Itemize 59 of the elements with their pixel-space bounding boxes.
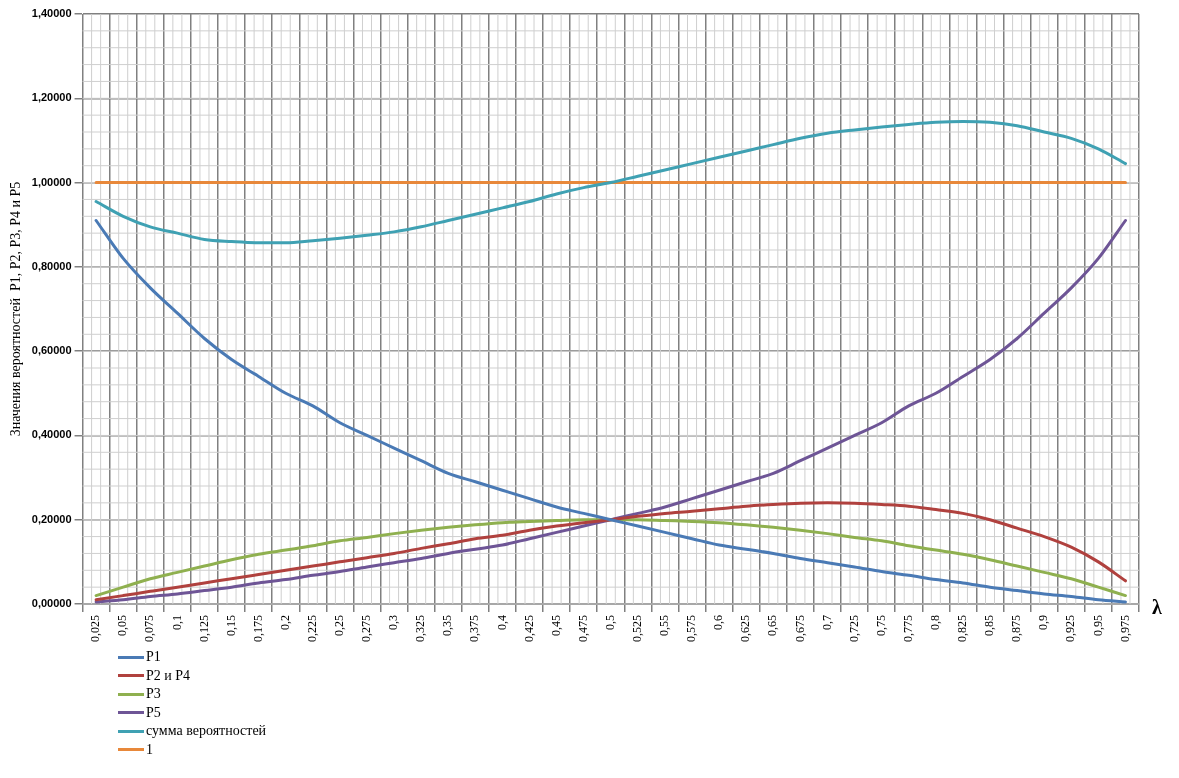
x-tick-label: 0,25 [332, 615, 347, 636]
x-tick-label: 0,05 [115, 615, 130, 636]
x-tick-label: 0,475 [575, 615, 590, 642]
x-tick-label: 0,1 [169, 615, 184, 630]
y-tick-label: 0,80000 [31, 259, 72, 272]
y-tick-label: 1,20000 [31, 91, 72, 104]
x-tick-label: 0,675 [792, 615, 807, 642]
line-series [94, 219, 1127, 604]
x-tick-label: 0,775 [900, 615, 915, 642]
y-tick-label: 1,00000 [31, 175, 72, 188]
x-tick-label: 0,425 [521, 615, 536, 642]
x-tick-label: 0,125 [196, 615, 211, 642]
line-series [94, 501, 1127, 602]
y-axis-title: Значения вероятностей P1, P2, P3, P4 и P5 [8, 181, 24, 437]
x-tick-label: 0,55 [657, 615, 672, 636]
x-tick-label: 0,6 [711, 615, 726, 630]
x-tick-label: 0,45 [548, 615, 563, 636]
legend-label: сумма вероятностей [146, 722, 267, 740]
x-tick-label: 0,9 [1036, 615, 1051, 630]
y-tick-label: 0,00000 [31, 597, 72, 610]
x-tick-label: 0,15 [223, 615, 238, 636]
legend-label: 1 [146, 740, 153, 759]
x-tick-label: 0,225 [304, 615, 319, 642]
y-tick-label: 0,20000 [31, 512, 72, 525]
x-tick-label: 0,875 [1009, 615, 1024, 642]
x-tick-label: 0,3 [386, 615, 401, 630]
x-tick-label: 0,35 [440, 615, 455, 636]
x-tick-label: 0,8 [928, 615, 942, 630]
x-tick-label: 0,325 [413, 615, 428, 642]
x-tick-label: 0,275 [359, 615, 374, 642]
y-tick-label: 0,60000 [31, 344, 72, 357]
x-tick-label: 0,2 [277, 615, 292, 630]
x-tick-label: 0,825 [955, 615, 970, 642]
x-tick-label: 0,075 [142, 615, 157, 642]
x-tick-label: 0,725 [846, 615, 861, 642]
x-tick-label: 0,95 [1090, 615, 1105, 636]
y-tick-label: 0,40000 [31, 428, 72, 441]
legend-label: P1 [146, 648, 161, 666]
x-tick-label: 0,65 [765, 615, 780, 636]
x-tick-label: 0,025 [88, 615, 103, 642]
x-tick-label: 0,85 [982, 615, 997, 636]
x-tick-label: 0,175 [250, 615, 265, 642]
line-series [94, 518, 1127, 598]
x-tick-label: 0,625 [738, 615, 753, 642]
legend-label: P5 [146, 703, 161, 722]
line-series [94, 119, 1127, 245]
x-tick-label: 0,525 [630, 615, 645, 642]
x-tick-label: 0,925 [1063, 615, 1078, 642]
x-tick-label: 0,4 [494, 615, 509, 630]
x-tick-label: 0,5 [602, 615, 617, 630]
x-axis-title: λ [1152, 596, 1162, 619]
x-tick-label: 0,575 [684, 615, 699, 642]
x-tick-label: 0,975 [1117, 615, 1132, 642]
x-tick-label: 0,7 [819, 615, 834, 630]
legend-label: P2 и P4 [146, 666, 191, 685]
y-tick-label: 1,40000 [31, 7, 72, 20]
x-tick-label: 0,375 [467, 615, 482, 642]
x-tick-label: 0,75 [873, 615, 888, 636]
legend-label: P3 [146, 685, 161, 703]
